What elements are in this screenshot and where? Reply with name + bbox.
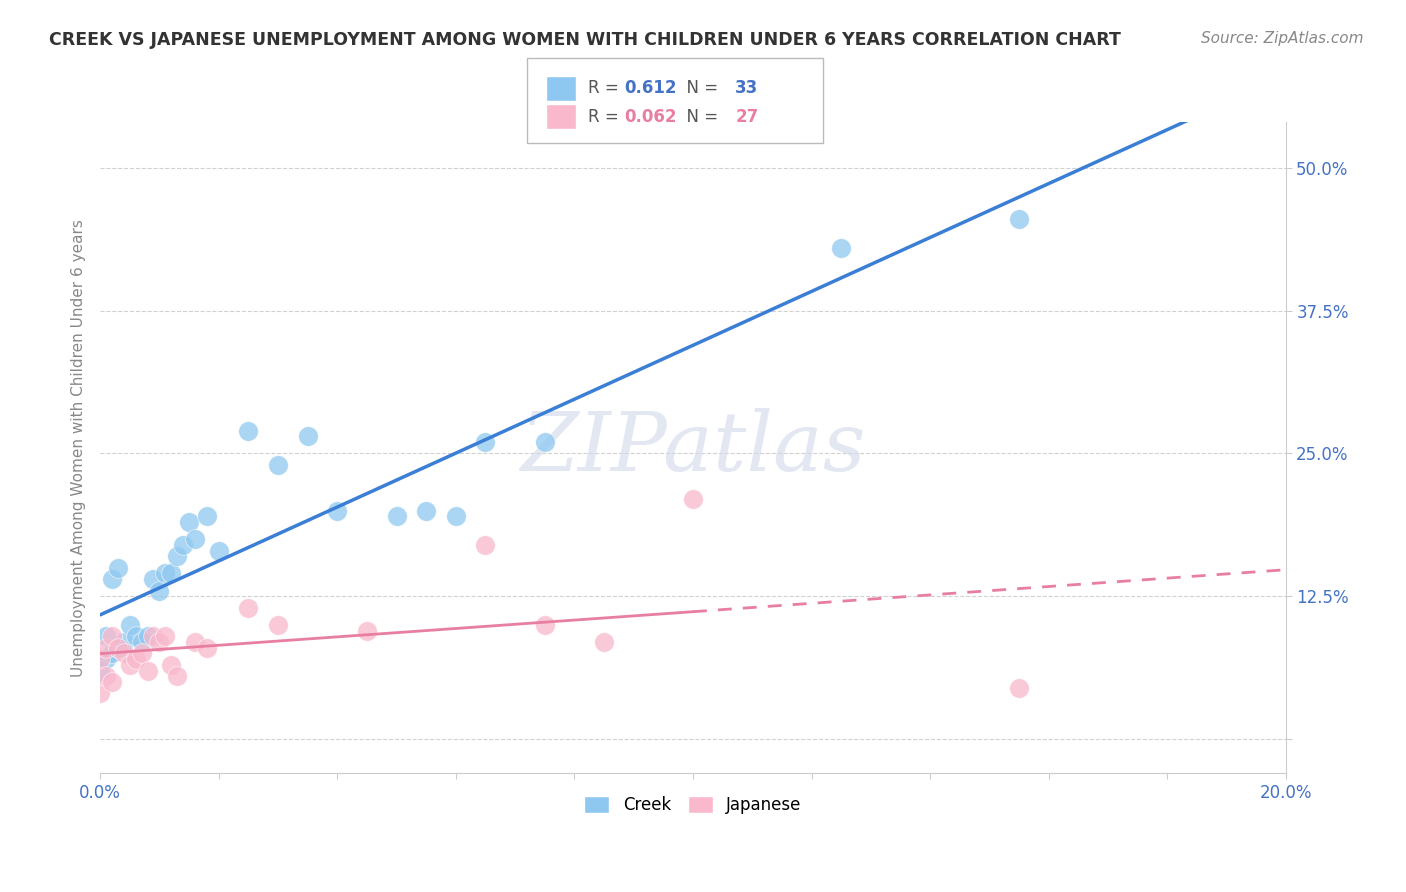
Point [474, 435, 496, 450]
Text: Source: ZipAtlas.com: Source: ZipAtlas.com [1201, 31, 1364, 46]
Point [107, 560, 129, 574]
Point [830, 241, 852, 255]
Point [101, 572, 124, 586]
Point [89, 652, 111, 666]
Point [1008, 212, 1031, 227]
Point [177, 515, 200, 529]
Point [208, 543, 231, 558]
Point [238, 424, 260, 438]
Point [326, 503, 349, 517]
Point [184, 635, 207, 649]
Point [195, 509, 218, 524]
Point [112, 635, 135, 649]
Point [101, 629, 124, 643]
Text: N =: N = [676, 108, 724, 126]
Point [155, 566, 177, 581]
Point [474, 538, 496, 552]
Point [166, 549, 188, 564]
Point [107, 640, 129, 655]
Point [131, 635, 153, 649]
Text: 33: 33 [735, 79, 759, 97]
Point [101, 647, 124, 661]
Point [1008, 681, 1031, 695]
Text: 0.062: 0.062 [624, 108, 676, 126]
Point [184, 532, 207, 546]
Point [101, 675, 124, 690]
Point [125, 652, 148, 666]
Point [118, 657, 141, 672]
Point [444, 509, 467, 524]
Point [415, 503, 437, 517]
Point [125, 629, 148, 643]
Point [533, 435, 555, 450]
Point [94, 640, 117, 655]
Text: CREEK VS JAPANESE UNEMPLOYMENT AMONG WOMEN WITH CHILDREN UNDER 6 YEARS CORRELATI: CREEK VS JAPANESE UNEMPLOYMENT AMONG WOM… [49, 31, 1121, 49]
Point [94, 669, 117, 683]
Point [172, 538, 194, 552]
Point [142, 572, 165, 586]
Text: R =: R = [588, 79, 624, 97]
Point [142, 629, 165, 643]
Point [166, 669, 188, 683]
Point [94, 652, 117, 666]
Point [118, 618, 141, 632]
Point [155, 629, 177, 643]
Point [131, 647, 153, 661]
Point [148, 635, 170, 649]
Point [112, 647, 135, 661]
Point [89, 664, 111, 678]
Text: 27: 27 [735, 108, 759, 126]
Point [160, 657, 183, 672]
Point [89, 686, 111, 700]
Point [385, 509, 408, 524]
Point [297, 429, 319, 443]
Point [195, 640, 218, 655]
Point [136, 664, 159, 678]
Point [160, 566, 183, 581]
Point [267, 458, 290, 472]
Point [148, 583, 170, 598]
Point [136, 629, 159, 643]
Text: 0.612: 0.612 [624, 79, 676, 97]
Point [267, 618, 290, 632]
Point [682, 492, 704, 507]
Text: R =: R = [588, 108, 624, 126]
Text: N =: N = [676, 79, 724, 97]
Point [94, 629, 117, 643]
Point [356, 624, 378, 638]
Legend: Creek, Japanese: Creek, Japanese [578, 789, 808, 821]
Y-axis label: Unemployment Among Women with Children Under 6 years: Unemployment Among Women with Children U… [72, 219, 86, 677]
Text: ZIPatlas: ZIPatlas [520, 408, 866, 488]
Point [593, 635, 616, 649]
Point [107, 640, 129, 655]
Point [238, 600, 260, 615]
Point [533, 618, 555, 632]
